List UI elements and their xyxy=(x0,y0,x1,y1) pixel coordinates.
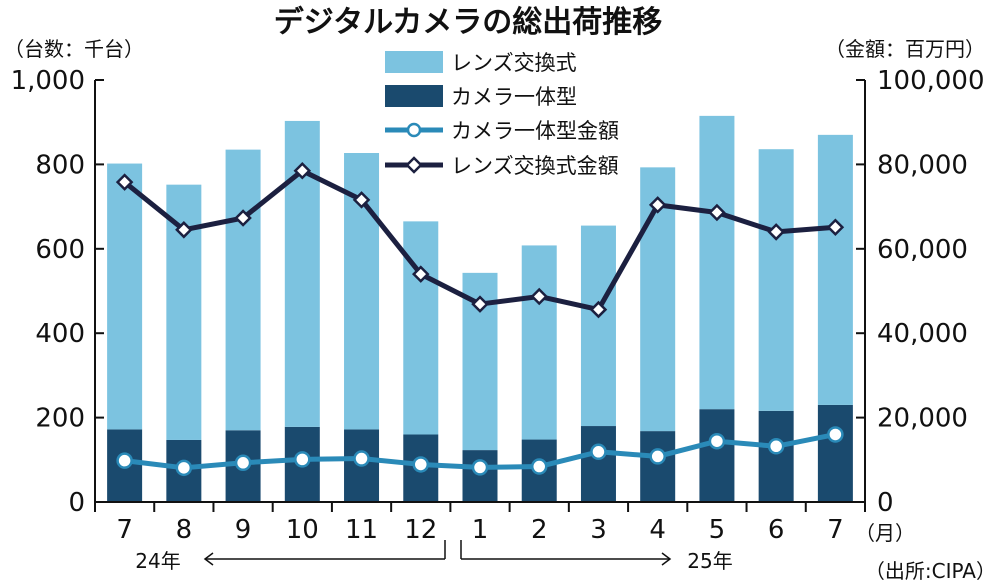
right-tick-label: 60,000 xyxy=(877,235,968,265)
interchangeable-lens-amount-point xyxy=(115,173,134,191)
x-tick-label: 5 xyxy=(709,515,726,545)
x-tick-label: 3 xyxy=(590,515,607,545)
interchangeable-lens-amount-point xyxy=(175,221,193,239)
right-tick-label: 100,000 xyxy=(877,66,985,96)
legend-label-interchangeable-lens-amount: レンズ交換式金額 xyxy=(451,154,619,178)
left-tick-label: 200 xyxy=(35,404,85,434)
camera-integrated-amount-point xyxy=(649,448,666,465)
chart-title: デジタルカメラの総出荷推移 xyxy=(274,5,663,40)
bar-interchangeable-lens xyxy=(817,134,853,405)
axes-layer: 0 200 400 600 800 1,000 0 20,000 40,000 60,000 80,… xyxy=(11,66,985,545)
camera-integrated-amount-point xyxy=(767,438,785,455)
camera-integrated-amount-point xyxy=(708,432,726,450)
bar-interchangeable-lens xyxy=(580,225,616,427)
camera-integrated-amount-point xyxy=(590,443,607,461)
camera-integrated-amount-point xyxy=(412,456,430,473)
x-tick-label: 7 xyxy=(827,515,844,545)
interchangeable-lens-amount-point xyxy=(412,265,430,283)
source-label: （出所:CIPA） xyxy=(865,559,996,583)
camera-integrated-amount-point xyxy=(234,454,252,472)
legend-label-camera-integrated-amount: カメラ一体型金額 xyxy=(451,119,619,143)
x-tick-label: 6 xyxy=(768,515,785,545)
year-label-24: 24年 xyxy=(135,549,180,573)
left-tick-label: 0 xyxy=(68,488,85,518)
left-tick-label: 600 xyxy=(35,235,85,265)
camera-integrated-amount-point xyxy=(471,459,489,476)
year-arrow-right-head xyxy=(661,552,672,566)
left-unit-label: （台数：千台） xyxy=(4,37,144,61)
x-tick-label: 10 xyxy=(286,515,319,545)
legend-marker-camera-integrated-amount xyxy=(406,122,422,138)
x-tick-label: 1 xyxy=(472,515,489,545)
legend-label-interchangeable-lens: レンズ交換式 xyxy=(451,51,577,75)
x-tick-label: 12 xyxy=(404,515,437,545)
camera-integrated-amount-point xyxy=(294,451,311,468)
x-tick-label: 2 xyxy=(531,515,548,545)
camera-integrated-amount-point xyxy=(175,459,193,477)
legend-marker-interchangeable-lens-amount xyxy=(405,156,423,174)
x-tick-label: 4 xyxy=(649,515,666,545)
interchangeable-lens-amount-point xyxy=(293,161,312,180)
bar-interchangeable-lens xyxy=(225,149,261,431)
legend-label-camera-integrated: カメラ一体型 xyxy=(451,85,577,109)
bar-camera-integrated xyxy=(699,409,735,502)
bar-camera-integrated xyxy=(758,410,794,502)
interchangeable-lens-amount-point xyxy=(826,218,845,237)
bar-camera-integrated xyxy=(580,426,616,502)
right-unit-label: （金額：百万円） xyxy=(825,37,985,61)
x-tick-label: 8 xyxy=(176,515,193,545)
interchangeable-lens-amount-point xyxy=(589,300,608,319)
interchangeable-lens-amount-point xyxy=(471,295,489,313)
bar-interchangeable-lens xyxy=(403,221,439,435)
bar-interchangeable-lens xyxy=(521,245,557,440)
left-tick-label: 400 xyxy=(35,319,85,349)
camera-integrated-amount-point xyxy=(353,450,370,467)
right-tick-label: 0 xyxy=(877,488,894,518)
bar-camera-integrated xyxy=(640,431,676,502)
bar-interchangeable-lens xyxy=(758,149,794,411)
interchangeable-lens-amount-point xyxy=(234,209,252,227)
interchangeable-lens-amount-point xyxy=(648,196,667,214)
bar-camera-integrated xyxy=(462,450,498,502)
camera-integrated-amount-point xyxy=(827,426,844,443)
legend-swatch-interchangeable-lens xyxy=(385,51,443,73)
bar-interchangeable-lens xyxy=(107,163,143,430)
right-tick-label: 40,000 xyxy=(877,319,968,349)
camera-integrated-amount-point xyxy=(530,458,548,475)
left-tick-label: 1,000 xyxy=(11,66,85,96)
bar-camera-integrated xyxy=(817,404,853,502)
interchangeable-lens-amount-point xyxy=(530,287,548,306)
lines-layer xyxy=(115,161,845,477)
interchangeable-lens-amount-point xyxy=(352,191,371,209)
left-tick-label: 800 xyxy=(35,150,85,180)
interchangeable-lens-amount-point xyxy=(708,203,726,222)
x-tick-label: 11 xyxy=(345,515,378,545)
x-tick-label: 9 xyxy=(235,515,252,545)
camera-integrated-amount-point xyxy=(116,452,133,469)
month-unit-label: （月） xyxy=(855,521,915,545)
year-label-25: 25年 xyxy=(687,549,732,573)
x-tick-label: 7 xyxy=(116,515,133,545)
right-tick-label: 20,000 xyxy=(877,404,968,434)
bar-interchangeable-lens xyxy=(699,115,735,410)
interchangeable-lens-amount-point xyxy=(767,223,785,241)
right-tick-label: 80,000 xyxy=(877,150,968,180)
legend-swatch-camera-integrated xyxy=(385,85,443,107)
year-arrow-left-head xyxy=(203,552,214,566)
